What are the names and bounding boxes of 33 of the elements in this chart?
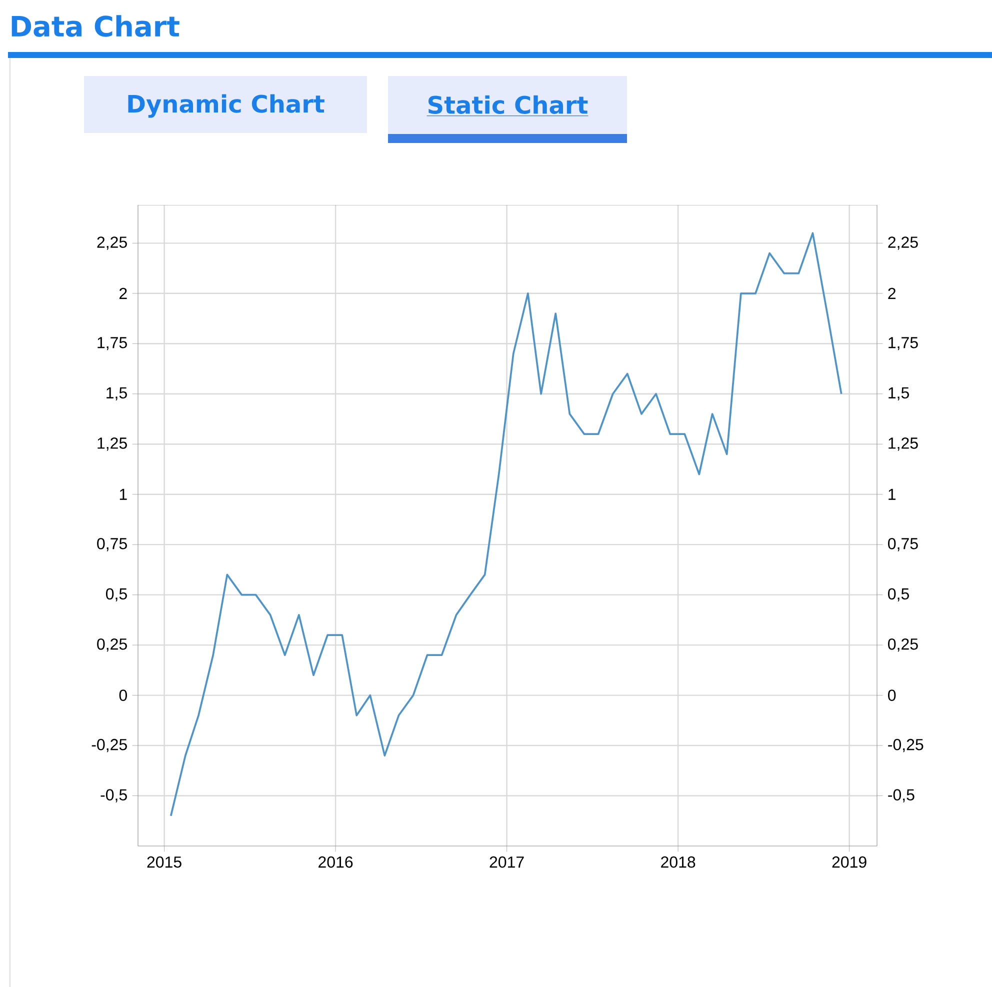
y2-tick-label: 1,75	[888, 337, 918, 350]
y-tick-label: 2,25	[97, 236, 127, 250]
y-tick-label: 1,5	[106, 387, 127, 400]
y-tick-label: 1,75	[98, 337, 127, 350]
text: Dynamic Chart	[128, 94, 324, 118]
x-tick-label: 2015	[147, 856, 182, 868]
y2-tick-label: 0,25	[888, 638, 918, 652]
y2-tick-label: 1,5	[888, 387, 909, 400]
y2-tick-label: 1	[888, 488, 896, 500]
y2-tick-label: 2,25	[888, 236, 918, 250]
y2-tick-label: 1,25	[888, 438, 918, 451]
y-tick-label: 0,25	[97, 638, 127, 652]
x-tick-label: 2018	[661, 856, 696, 868]
y-tick-label: 0,5	[106, 588, 127, 602]
x-tick-label: 2017	[490, 856, 524, 868]
y2-tick-label: -0,5	[888, 789, 914, 802]
y-tick-label: 0	[119, 690, 127, 701]
y2-tick-label: 0,75	[888, 538, 918, 552]
y-tick-label: 2	[120, 288, 127, 299]
y-tick-label: 0,75	[97, 538, 127, 552]
y2-tick-label: -0,25	[888, 738, 924, 752]
x-tick-label: 2019	[832, 856, 866, 868]
x-tick-label: 2016	[318, 856, 353, 868]
y-tick-label: 1,25	[98, 438, 127, 451]
chart-title: Data Chart	[12, 15, 180, 37]
line-series	[170, 232, 842, 817]
y-tick-label: 1	[120, 488, 127, 500]
text: Static Chart	[428, 95, 588, 114]
y-tick-label: -0,5	[100, 789, 127, 802]
y2-tick-label: 0	[888, 690, 896, 701]
y2-tick-label: 2	[888, 288, 896, 299]
y2-tick-label: 0,5	[888, 588, 909, 602]
y-tick-label: -0,25	[92, 738, 127, 752]
